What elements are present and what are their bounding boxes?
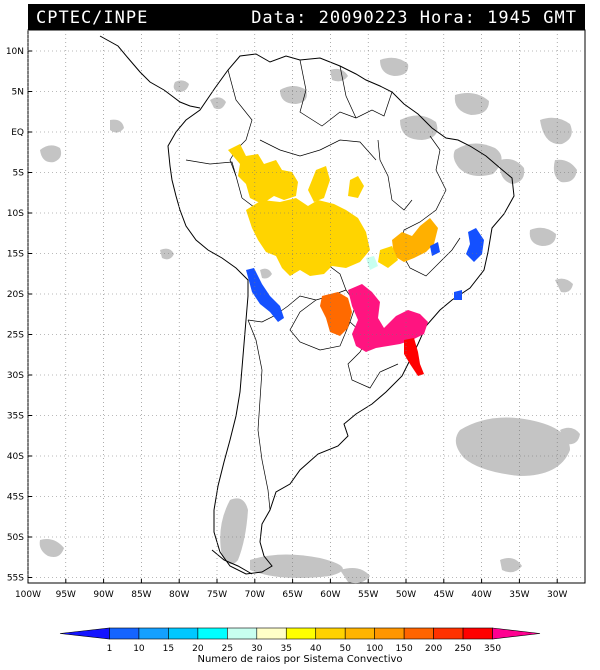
longitude-label: 40W xyxy=(471,590,491,600)
latitude-label: 15S xyxy=(7,250,24,260)
cluster-yellow-2 xyxy=(246,198,370,276)
color-bar-tick-label: 200 xyxy=(425,644,442,654)
color-bar-segment xyxy=(227,627,258,640)
latitude-label: 55S xyxy=(7,574,24,584)
cluster-cyan xyxy=(366,256,378,270)
source-label: CPTEC/INPE xyxy=(36,8,149,28)
latitude-label: 5N xyxy=(12,88,24,98)
cluster-blue-2 xyxy=(466,228,484,262)
latitude-label: 25S xyxy=(7,331,24,341)
longitude-label: 45W xyxy=(434,590,454,600)
cluster-darkorange xyxy=(320,292,352,336)
color-bar-tick-label: 100 xyxy=(366,644,383,654)
color-bar-tick-label: 250 xyxy=(454,644,471,654)
legend-caption: Numero de raios por Sistema Convectivo xyxy=(197,654,403,665)
coastlines xyxy=(99,35,515,575)
color-bar-segment xyxy=(462,627,493,640)
color-bar-tick-label: 20 xyxy=(192,644,204,654)
color-bar-tick-label: 150 xyxy=(396,644,413,654)
latitude-label: 50S xyxy=(7,533,24,543)
date-time-label: Data: 20090223 Hora: 1945 GMT xyxy=(251,8,577,28)
latitude-label: 20S xyxy=(7,290,24,300)
color-bar-segment xyxy=(285,627,317,640)
color-bar-tick-label: 25 xyxy=(222,644,233,654)
longitude-label: 75W xyxy=(207,590,227,600)
latitude-label: 45S xyxy=(7,493,24,503)
longitude-label: 90W xyxy=(93,590,113,600)
latitude-labels: 10N 5N EQ 5S 10S 15S 20S 25S 30S 35S 40S 45S 50S 55S xyxy=(6,47,24,584)
latitude-label: EQ xyxy=(11,128,24,138)
cluster-yellow-4 xyxy=(348,176,364,198)
color-bar-segment xyxy=(59,627,110,640)
longitude-label: 50W xyxy=(396,590,416,600)
longitude-grid xyxy=(27,30,558,583)
longitude-label: 70W xyxy=(245,590,265,600)
color-bar-tick-label: 350 xyxy=(484,644,501,654)
cloud-cover xyxy=(39,57,580,584)
cluster-red xyxy=(404,338,424,376)
longitude-label: 80W xyxy=(169,590,189,600)
cluster-orange-1 xyxy=(392,218,438,262)
color-bar-tick-label: 1 xyxy=(107,644,113,654)
color-bar-segment xyxy=(109,627,140,640)
cluster-yellow-1 xyxy=(228,144,298,204)
color-bar-segment xyxy=(344,627,375,640)
latitude-label: 30S xyxy=(7,371,24,381)
longitude-labels: 100W 95W 90W 85W 80W 75W 70W 65W 60W 55W 50W 45W 40W… xyxy=(15,590,568,600)
color-bar xyxy=(59,627,541,640)
latitude-label: 5S xyxy=(13,169,25,179)
color-bar-tick-label: 10 xyxy=(133,644,145,654)
latitude-label: 10N xyxy=(6,47,24,57)
color-bar-segment xyxy=(374,627,405,640)
map-frame xyxy=(27,29,586,584)
longitude-label: 95W xyxy=(56,590,76,600)
color-bar-segment xyxy=(138,627,169,640)
longitude-label: 30W xyxy=(547,590,567,600)
latitude-grid xyxy=(28,50,585,578)
longitude-label: 85W xyxy=(131,590,151,600)
cluster-blue-3 xyxy=(430,242,440,256)
color-bar-segment xyxy=(492,627,541,640)
color-bar-segment xyxy=(403,627,434,640)
cluster-blue-1 xyxy=(246,268,284,322)
color-bar-segment xyxy=(315,627,346,640)
color-bar-segment xyxy=(433,627,464,640)
color-bar-tick-label: 50 xyxy=(339,644,351,654)
latitude-label: 40S xyxy=(7,452,24,462)
color-bar-segment xyxy=(197,627,228,640)
latitude-label: 10S xyxy=(7,209,24,219)
cluster-orange-2 xyxy=(378,246,398,268)
color-bar-segment xyxy=(256,627,287,640)
longitude-label: 65W xyxy=(282,590,302,600)
header-bar: CPTEC/INPE Data: 20090223 Hora: 1945 GMT xyxy=(28,4,585,30)
longitude-label: 35W xyxy=(509,590,529,600)
color-bar-tick-label: 40 xyxy=(310,644,322,654)
cluster-blue-4 xyxy=(454,290,462,300)
longitude-label: 100W xyxy=(15,590,41,600)
cluster-yellow-3 xyxy=(308,166,330,202)
color-bar-tick-label: 15 xyxy=(163,644,174,654)
color-bar-tick-labels: 1 10 15 20 25 30 35 40 50 100 150 200 250 350 xyxy=(107,644,502,654)
latitude-label: 35S xyxy=(7,412,24,422)
lightning-clusters xyxy=(228,144,484,376)
color-bar-tick-label: 30 xyxy=(251,644,263,654)
color-bar-tick-label: 35 xyxy=(281,644,292,654)
longitude-label: 60W xyxy=(320,590,340,600)
color-bar-segment xyxy=(168,627,199,640)
longitude-label: 55W xyxy=(358,590,378,600)
